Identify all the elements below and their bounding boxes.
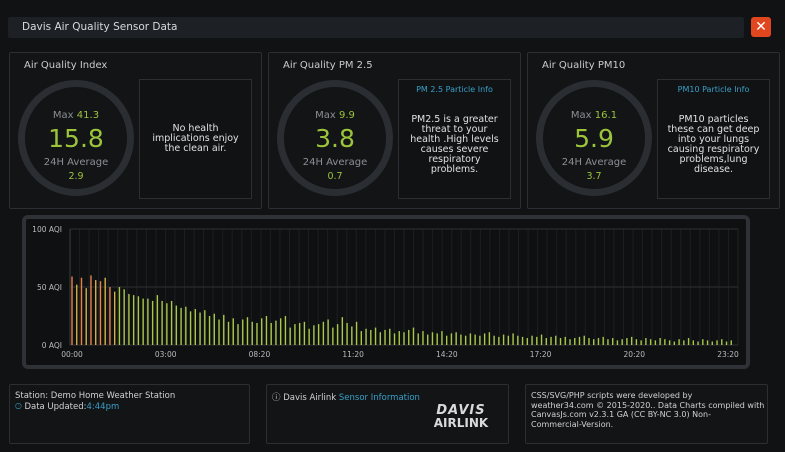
info-text: PM2.5 is a greater threat to your health .… <box>410 114 499 175</box>
davis-airlink-logo: DAVIS AIRLINK <box>433 403 489 430</box>
gauge-avg-label: 24H Average <box>43 157 109 168</box>
info-text: PM10 particles these can get deep into you… <box>667 114 760 175</box>
clock-icon: 🕒︎ <box>15 402 22 412</box>
x-tick-label: 23:20 <box>717 350 739 359</box>
x-tick-label: 20:20 <box>623 350 645 359</box>
panel-pm25: Air Quality PM 2.5 Max 9.9 3.8 24H Avera… <box>268 52 521 209</box>
x-tick-label: 14:20 <box>436 350 458 359</box>
gauge-max: Max 9.9 <box>315 110 355 121</box>
gauge-avg-label: 24H Average <box>302 157 368 168</box>
x-tick-label: 17:20 <box>530 350 552 359</box>
y-tick-label: 50 AQI <box>37 283 62 292</box>
airlink-label: Davis Airlink <box>283 393 337 403</box>
info-text: No health implications enjoy the clean air… <box>152 123 239 154</box>
pm25-gauge: Max 9.9 3.8 24H Average 0.7 <box>277 80 393 196</box>
sensor-info-link[interactable]: Sensor Information <box>338 393 420 403</box>
x-tick-label: 08:20 <box>249 350 271 359</box>
y-tick-label: 0 AQI <box>42 341 62 350</box>
credits-footer: CSS/SVG/PHP scripts were developed by wea… <box>525 384 768 444</box>
panel-title: Air Quality PM10 <box>542 60 626 71</box>
info-title-link[interactable]: PM10 Particle Info <box>677 85 750 94</box>
panel-title: Air Quality PM 2.5 <box>283 60 373 71</box>
info-title-link[interactable]: PM 2.5 Particle Info <box>416 85 493 94</box>
aqi-chart: 100 AQI 50 AQI 0 AQI 00:00 03:00 08:20 11:20 1… <box>32 225 739 359</box>
station-footer: Station: Demo Home Weather Station 🕒︎ Da… <box>9 384 250 444</box>
updated-line: 🕒︎ Data Updated:4:44pm <box>15 402 119 412</box>
close-button[interactable]: ✕ <box>751 17 771 37</box>
y-tick-label: 100 AQI <box>32 225 62 234</box>
gauge-value: 3.8 <box>315 124 355 153</box>
credits-text: CSS/SVG/PHP scripts were developed by wea… <box>531 391 765 429</box>
gauge-avg-value: 3.7 <box>586 171 602 182</box>
window-title: Davis Air Quality Sensor Data <box>22 21 178 33</box>
airlink-footer: ⓘ Davis Airlink Sensor Information DAVIS… <box>266 384 509 444</box>
info-icon: ⓘ <box>272 393 281 403</box>
x-tick-label: 00:00 <box>61 350 83 359</box>
x-tick-label: 03:00 <box>155 350 177 359</box>
gauge-avg-value: 2.9 <box>68 171 84 182</box>
updated-label: Data Updated: <box>24 402 87 412</box>
info-box: PM10 Particle Info PM10 particles these c… <box>657 79 770 199</box>
aqi-gauge: Max 41.3 15.8 24H Average 2.9 <box>18 80 134 196</box>
panel-aqi: Air Quality Index Max 41.3 15.8 24H Aver… <box>9 52 262 209</box>
pm10-gauge: Max 16.1 5.9 24H Average 3.7 <box>536 80 652 196</box>
gauge-max: Max 16.1 <box>570 110 618 121</box>
title-bar: Davis Air Quality Sensor Data <box>8 17 744 38</box>
info-box: No health implications enjoy the clean air… <box>139 79 252 199</box>
gauge-avg-label: 24H Average <box>561 157 627 168</box>
station-label: Station: Demo Home Weather Station <box>15 391 176 401</box>
airlink-line: ⓘ Davis Airlink Sensor Information <box>272 391 420 403</box>
gauge-max: Max 41.3 <box>52 110 100 121</box>
aqi-chart-container: 100 AQI 50 AQI 0 AQI 00:00 03:00 08:20 11:20 1… <box>22 215 750 369</box>
updated-time: 4:44pm <box>86 402 120 412</box>
info-box: PM 2.5 Particle Info PM2.5 is a greater t… <box>398 79 511 199</box>
panel-pm10: Air Quality PM10 Max 16.1 5.9 24H Averag… <box>527 52 780 209</box>
gauge-value: 5.9 <box>574 124 614 153</box>
gauge-avg-value: 0.7 <box>327 171 343 182</box>
x-tick-label: 11:20 <box>342 350 364 359</box>
panel-title: Air Quality Index <box>24 60 108 71</box>
gauge-value: 15.8 <box>48 124 104 153</box>
